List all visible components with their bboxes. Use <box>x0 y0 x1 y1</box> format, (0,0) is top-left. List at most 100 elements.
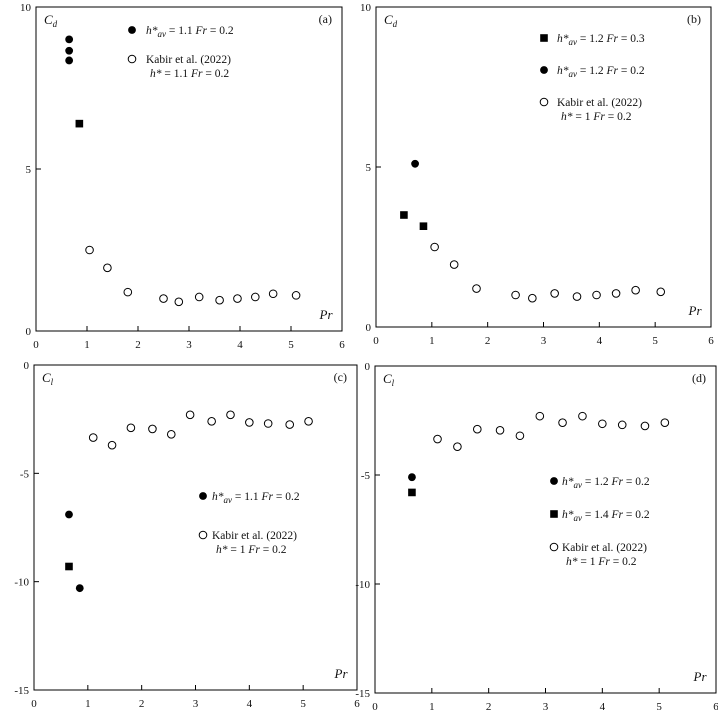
x-tick-label: 4 <box>247 698 253 710</box>
x-tick-label: 3 <box>543 701 549 713</box>
x-tick-label: 6 <box>713 701 718 713</box>
chart-panel-c: 0 1 2 3 4 5 6 0 -5 -10 -15 Cl Pr (c) h*av = 1.1 Fr = 0… <box>14 360 360 710</box>
x-tick-label: 2 <box>486 701 492 713</box>
y-tick-label: 10 <box>360 2 372 14</box>
y-tick-label: -15 <box>14 685 29 697</box>
data-point-open-circle <box>617 420 627 430</box>
legend-label: Kabir et al. (2022) <box>146 54 231 66</box>
data-point-open-circle <box>433 434 442 444</box>
legend-marker-open-circle <box>539 97 549 107</box>
legend-marker-filled-circle <box>540 66 548 74</box>
x-tick-label: 4 <box>597 335 603 347</box>
data-point-open-circle <box>194 292 204 302</box>
y-tick-label: -5 <box>361 470 371 482</box>
x-tick-label: 1 <box>429 335 435 347</box>
data-point-open-circle <box>185 410 195 420</box>
legend-label: Kabir et al. (2022) <box>562 542 647 554</box>
data-point-open-circle <box>473 424 482 434</box>
x-tick-label: 0 <box>33 339 39 351</box>
plot-frame <box>33 364 358 691</box>
data-point-open-circle <box>107 440 117 450</box>
legend-label: h*av = 1.2 Fr = 0.3 <box>557 33 645 47</box>
x-tick-label: 6 <box>339 339 345 351</box>
y-axis-label: Cl <box>42 370 54 387</box>
legend-label: h*av = 1.2 Fr = 0.2 <box>562 476 650 490</box>
data-point-open-circle <box>550 289 559 298</box>
y-axis-label: Cd <box>384 12 398 29</box>
data-point-open-circle <box>631 285 640 295</box>
data-point-filled-circle <box>65 35 74 44</box>
data-point-open-circle <box>251 292 260 302</box>
y-tick-label: -15 <box>355 688 370 700</box>
y-tick-label: 5 <box>366 162 372 174</box>
data-point-filled-square <box>408 488 416 497</box>
data-point-open-circle <box>598 419 607 429</box>
y-axis-label: Cd <box>44 12 58 29</box>
x-tick-label: 3 <box>186 339 192 351</box>
legend-label: h* = 1.1 Fr = 0.2 <box>150 68 229 80</box>
plot-frame <box>375 6 712 328</box>
y-tick-label: -10 <box>14 577 29 589</box>
y-axis-label: Cl <box>383 371 395 388</box>
y-tick-label: 0 <box>366 322 372 334</box>
x-tick-label: 4 <box>237 339 243 351</box>
x-tick-label: 0 <box>31 698 37 710</box>
data-point-open-circle <box>535 411 545 421</box>
panel-tag: (d) <box>692 371 706 385</box>
data-point-open-circle <box>263 419 273 428</box>
y-tick-label: 0 <box>24 360 30 372</box>
data-point-open-circle <box>126 423 136 433</box>
x-tick-label: 1 <box>84 339 90 351</box>
data-point-open-circle <box>515 431 525 441</box>
legend-label: h*av = 1.1 Fr = 0.2 <box>146 25 234 39</box>
x-tick-label: 5 <box>656 701 662 713</box>
data-point-open-circle <box>166 430 176 439</box>
panel-tag: (a) <box>319 12 332 26</box>
data-point-open-circle <box>85 245 94 255</box>
x-tick-label: 6 <box>354 698 360 710</box>
legend-label: h*av = 1.4 Fr = 0.2 <box>562 509 650 523</box>
data-point-open-circle <box>159 294 168 303</box>
x-tick-label: 0 <box>373 335 379 347</box>
x-axis-label: Pr <box>319 307 334 322</box>
y-tick-label: 0 <box>365 361 371 373</box>
legend-marker-open-circle <box>549 542 559 552</box>
x-tick-label: 2 <box>139 698 145 710</box>
x-tick-label: 6 <box>708 335 714 347</box>
legend-label: h* = 1 Fr = 0.2 <box>216 544 287 556</box>
data-point-open-circle <box>511 290 520 300</box>
legend-marker-filled-circle <box>199 492 207 500</box>
data-point-open-circle <box>245 418 254 427</box>
x-tick-label: 3 <box>193 698 199 710</box>
data-point-open-circle <box>592 290 601 300</box>
chart-panel-a: 0 1 2 3 4 5 6 0 5 10 Cd Pr (a) h*av = 1.1 Fr = 0.2 Kab… <box>20 2 345 351</box>
data-point-filled-circle <box>408 473 416 482</box>
data-point-open-circle <box>268 289 278 299</box>
data-point-open-circle <box>449 260 459 269</box>
data-point-open-circle <box>123 287 133 297</box>
data-point-open-circle <box>640 421 650 431</box>
data-point-filled-circle <box>65 46 74 55</box>
x-tick-label: 1 <box>85 698 91 710</box>
data-point-open-circle <box>495 426 505 435</box>
x-tick-label: 5 <box>652 335 658 347</box>
legend-marker-open-circle <box>127 54 137 64</box>
data-point-open-circle <box>291 291 301 300</box>
chart-panel-b: 0 1 2 3 4 5 6 0 5 10 Cd Pr (b) h*av = 1.2 Fr = 0.3 h*a… <box>360 2 714 347</box>
data-point-open-circle <box>660 418 670 427</box>
legend-label: h* = 1 Fr = 0.2 <box>566 556 637 568</box>
data-point-filled-circle <box>65 510 73 519</box>
data-point-open-circle <box>285 420 295 429</box>
data-point-open-circle <box>611 289 621 298</box>
x-tick-label: 5 <box>288 339 294 351</box>
data-point-open-circle <box>430 242 439 252</box>
data-point-open-circle <box>578 411 587 421</box>
data-point-open-circle <box>174 297 184 307</box>
legend-marker-filled-circle <box>128 26 136 34</box>
x-tick-label: 2 <box>485 335 491 347</box>
legend-label: h*av = 1.2 Fr = 0.2 <box>557 65 645 79</box>
data-point-open-circle <box>233 294 242 303</box>
data-point-open-circle <box>453 442 462 451</box>
data-point-filled-square <box>400 211 408 219</box>
x-tick-label: 0 <box>372 701 378 713</box>
